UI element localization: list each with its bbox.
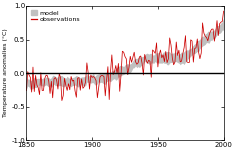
- Legend: model, observations: model, observations: [30, 9, 81, 24]
- Y-axis label: Temperature anomalies (°C): Temperature anomalies (°C): [4, 29, 8, 117]
